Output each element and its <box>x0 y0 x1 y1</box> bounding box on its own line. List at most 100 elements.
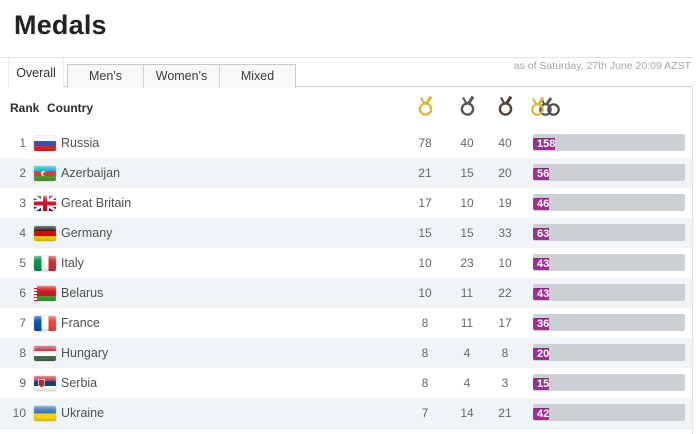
table-row: 10 Ukraine 7 14 21 42 <box>0 398 693 428</box>
total-bar: 43 <box>533 284 685 301</box>
country-flag <box>34 346 56 361</box>
rank-cell: 5 <box>19 256 26 270</box>
country-flag <box>34 286 56 301</box>
rank-cell: 6 <box>19 286 26 300</box>
silver-medal-icon <box>459 95 476 122</box>
country-name: Great Britain <box>61 196 132 210</box>
silver-count: 15 <box>460 226 474 240</box>
total-bar-fill: 43 <box>533 258 550 270</box>
bronze-count: 8 <box>501 346 509 360</box>
gold-count: 8 <box>421 376 429 390</box>
rank-cell: 10 <box>12 406 26 420</box>
silver-count: 23 <box>460 256 474 270</box>
total-bar: 43 <box>533 254 685 271</box>
country-name: Belarus <box>61 286 104 300</box>
gold-count: 8 <box>421 346 429 360</box>
gold-count: 10 <box>418 256 432 270</box>
total-bar-fill: 56 <box>533 168 550 180</box>
table-row: 6 Belarus 10 11 22 43 <box>0 278 693 308</box>
silver-count: 40 <box>460 136 474 150</box>
silver-count: 11 <box>460 316 474 330</box>
silver-count: 14 <box>460 406 474 420</box>
rank-cell: 8 <box>19 346 26 360</box>
tab-bottom-border <box>62 86 693 87</box>
country-flag <box>34 376 56 391</box>
gold-count: 7 <box>421 406 429 420</box>
bronze-count: 20 <box>498 166 512 180</box>
country-flag <box>34 406 56 421</box>
bronze-count: 22 <box>498 286 512 300</box>
gold-count: 17 <box>418 196 432 210</box>
country-name: Ukraine <box>61 406 105 420</box>
medal-rows: 1 Russia 78 40 40 158 2 Azerbaijan 21 15… <box>0 128 693 429</box>
gold-medal-icon <box>417 95 434 122</box>
rank-cell: 1 <box>19 136 26 150</box>
total-bar: 63 <box>533 224 685 241</box>
total-bar: 36 <box>533 314 685 331</box>
total-bar-fill: 20 <box>533 348 550 360</box>
table-row: 9 Serbia 8 4 3 15 <box>0 368 693 398</box>
total-bar: 42 <box>533 404 685 421</box>
gold-count: 21 <box>418 166 432 180</box>
table-right-border <box>692 86 693 434</box>
country-flag <box>34 316 56 331</box>
country-flag <box>34 166 56 181</box>
rank-cell: 3 <box>19 196 26 210</box>
tab-bar: Overall Men's Women's Mixed <box>0 57 693 88</box>
table-row: 1 Russia 78 40 40 158 <box>0 128 693 158</box>
bronze-count: 17 <box>498 316 512 330</box>
total-bar-fill: 36 <box>533 318 550 330</box>
bronze-medal-icon <box>497 95 514 122</box>
table-header: Rank Country <box>0 88 693 128</box>
gold-count: 8 <box>421 316 429 330</box>
gold-count: 10 <box>418 286 432 300</box>
gold-count: 15 <box>418 226 432 240</box>
bronze-count: 21 <box>498 406 512 420</box>
gold-count: 78 <box>418 136 432 150</box>
rank-cell: 2 <box>19 166 26 180</box>
country-column-header: Country <box>47 101 93 115</box>
bronze-count: 19 <box>498 196 512 210</box>
silver-count: 15 <box>460 166 474 180</box>
total-bar: 20 <box>533 344 685 361</box>
table-row: 8 Hungary 8 4 8 20 <box>0 338 693 368</box>
table-row: 5 Italy 10 23 10 43 <box>0 248 693 278</box>
total-bar: 56 <box>533 164 685 181</box>
tab-womens[interactable]: Women's <box>143 65 219 88</box>
table-row: 7 France 8 11 17 36 <box>0 308 693 338</box>
total-bar-fill: 46 <box>533 198 550 210</box>
tab-mens[interactable]: Men's <box>89 69 122 83</box>
silver-count: 11 <box>460 286 474 300</box>
country-name: Azerbaijan <box>61 166 121 180</box>
total-bar-fill: 63 <box>533 228 550 240</box>
tab-overall[interactable]: Overall <box>8 58 64 88</box>
table-row: 2 Azerbaijan 21 15 20 56 <box>0 158 693 188</box>
bronze-count: 40 <box>498 136 512 150</box>
total-bar-fill: 42 <box>533 408 550 420</box>
total-bar: 46 <box>533 194 685 211</box>
rank-cell: 4 <box>19 226 26 240</box>
table-row: 3 Great Britain 17 10 19 46 <box>0 188 693 218</box>
total-medals-icon <box>529 95 562 122</box>
as-of-timestamp: as of Saturday, 27th June 20:09 AZST <box>513 60 691 72</box>
country-name: Russia <box>61 136 100 150</box>
country-flag <box>34 196 56 211</box>
total-bar: 158 <box>533 134 685 151</box>
total-bar-fill: 15 <box>533 378 550 390</box>
silver-count: 4 <box>463 346 471 360</box>
total-bar-fill: 158 <box>533 138 556 150</box>
country-flag <box>34 226 56 241</box>
tab-mixed[interactable]: Mixed <box>219 65 295 88</box>
bronze-count: 3 <box>501 376 509 390</box>
country-name: Germany <box>61 226 113 240</box>
bronze-count: 10 <box>498 256 512 270</box>
country-flag <box>34 256 56 271</box>
silver-count: 4 <box>463 376 471 390</box>
country-name: Serbia <box>61 376 98 390</box>
rank-column-header: Rank <box>10 101 40 115</box>
tab-group: Men's Women's Mixed <box>67 64 296 88</box>
table-row: 4 Germany 15 15 33 63 <box>0 218 693 248</box>
country-name: Hungary <box>61 346 109 360</box>
country-name: Italy <box>61 256 84 270</box>
